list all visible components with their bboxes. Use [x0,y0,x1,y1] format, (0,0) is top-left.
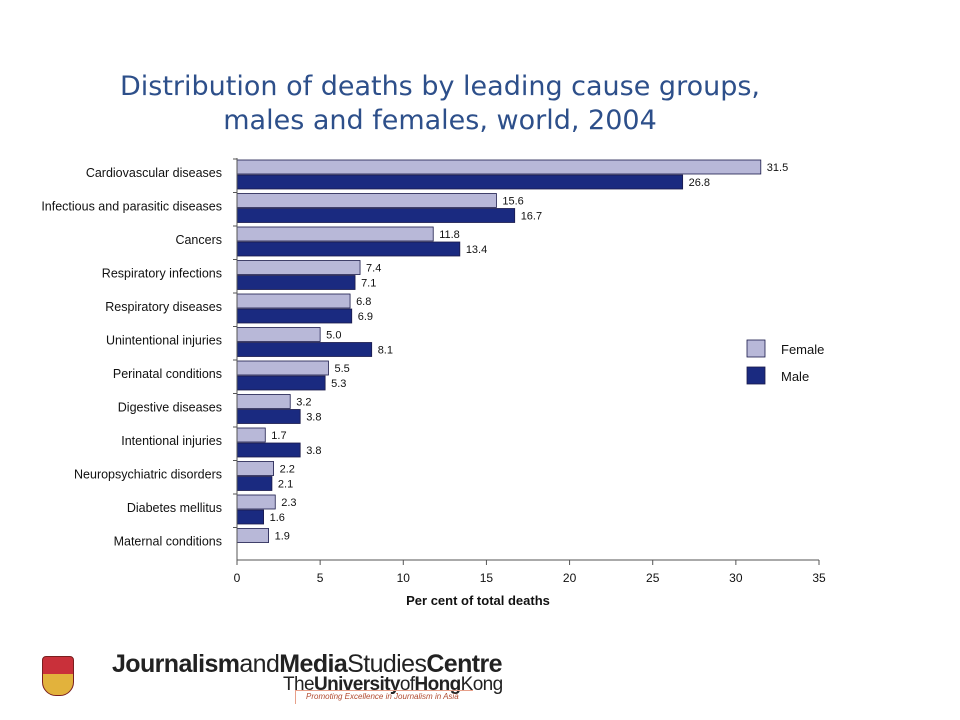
bar-female [236,360,329,376]
tagline: Promoting Excellence in Journalism in As… [295,690,473,704]
data-label: 1.7 [271,430,286,442]
bar-male [236,509,265,525]
category-label: Digestive diseases [118,401,222,415]
bar-chart: 31.5 26.8 15.6 16.7 11.8 13.4 7.4 7.1 6.8 6.9 5.0 8… [41,158,826,608]
data-label: 11.8 [439,229,460,241]
x-tick-label: 15 [480,571,494,585]
axes-group: Cardiovascular diseases Infectious and pa… [41,158,826,608]
category-label: Perinatal conditions [113,367,222,381]
bar-male [236,208,516,223]
bar-female [236,427,266,443]
x-tick-label: 25 [646,571,660,585]
category-label: Cancers [175,233,222,247]
data-label: 31.5 [767,162,788,174]
category-label: Unintentional injuries [106,334,222,348]
x-tick-label: 35 [812,571,826,585]
bar-male [236,275,356,290]
legend-label-male: Male [781,369,809,384]
x-tick-label: 5 [317,571,324,585]
category-label: Respiratory diseases [105,300,222,314]
data-label: 15.6 [502,196,523,208]
category-label: Infectious and parasitic diseases [41,200,222,214]
data-label: 6.8 [356,296,371,308]
x-axis-label: Per cent of total deaths [406,593,550,608]
x-tick-label: 0 [234,571,241,585]
chart-title-line-2: males and females, world, 2004 [223,105,657,136]
bar-male [236,375,326,391]
data-label: 6.9 [358,311,373,323]
data-label: 5.5 [334,363,349,375]
data-label: 26.8 [689,177,710,189]
bar-male [236,174,684,190]
bar-male [236,409,301,424]
bars-group: 31.5 26.8 15.6 16.7 11.8 13.4 7.4 7.1 6.8 6.9 5.0 8… [236,159,788,543]
data-label: 16.7 [521,211,542,223]
data-label: 5.3 [331,378,346,390]
data-label: 3.8 [306,445,321,457]
bar-male [236,241,461,257]
bar-female [236,260,361,275]
x-tick-label: 20 [563,571,577,585]
data-label: 7.1 [361,278,376,290]
university-name: TheUniversityofHongKong [283,674,503,695]
data-label: 2.1 [278,479,293,491]
data-label: 2.3 [281,497,296,509]
category-label: Diabetes mellitus [127,501,222,515]
category-label: Intentional injuries [121,434,222,448]
bar-female [236,193,497,208]
bar-male [236,342,373,357]
legend-swatch-female [746,339,766,358]
bar-female [236,327,321,342]
data-label: 3.8 [306,412,321,424]
bar-female [236,528,269,543]
chart-title-line-1: Distribution of deaths by leading cause … [119,71,760,102]
category-label: Neuropsychiatric disorders [74,468,222,482]
footer: JournalismandMediaStudiesCentre TheUnive… [0,640,960,720]
bar-female [236,159,762,175]
chart-title: Distribution of deaths by leading cause … [40,70,840,138]
data-label: 2.2 [280,464,295,476]
data-label: 13.4 [466,244,487,256]
bar-male [236,308,353,324]
university-crest-icon [42,656,74,696]
legend-swatch-male [746,366,766,385]
data-label: 7.4 [366,263,381,275]
data-label: 1.9 [275,531,290,543]
bar-female [236,461,274,476]
data-label: 8.1 [378,345,393,357]
x-tick-label: 30 [729,571,743,585]
bar-female [236,226,434,242]
jmsc-logo-text: JournalismandMediaStudiesCentre [112,650,503,678]
data-label: 5.0 [326,330,341,342]
data-label: 1.6 [270,512,285,524]
bar-male [236,442,301,458]
category-label: Respiratory infections [102,267,222,281]
category-label: Cardiovascular diseases [86,166,222,180]
x-tick-label: 10 [397,571,411,585]
data-label: 3.2 [296,397,311,409]
category-label: Maternal conditions [114,535,222,549]
legend: Female Male [746,339,824,385]
bar-female [236,293,351,309]
legend-label-female: Female [781,342,824,357]
bar-male [236,476,273,491]
bar-female [236,394,291,409]
bar-female [236,494,276,510]
